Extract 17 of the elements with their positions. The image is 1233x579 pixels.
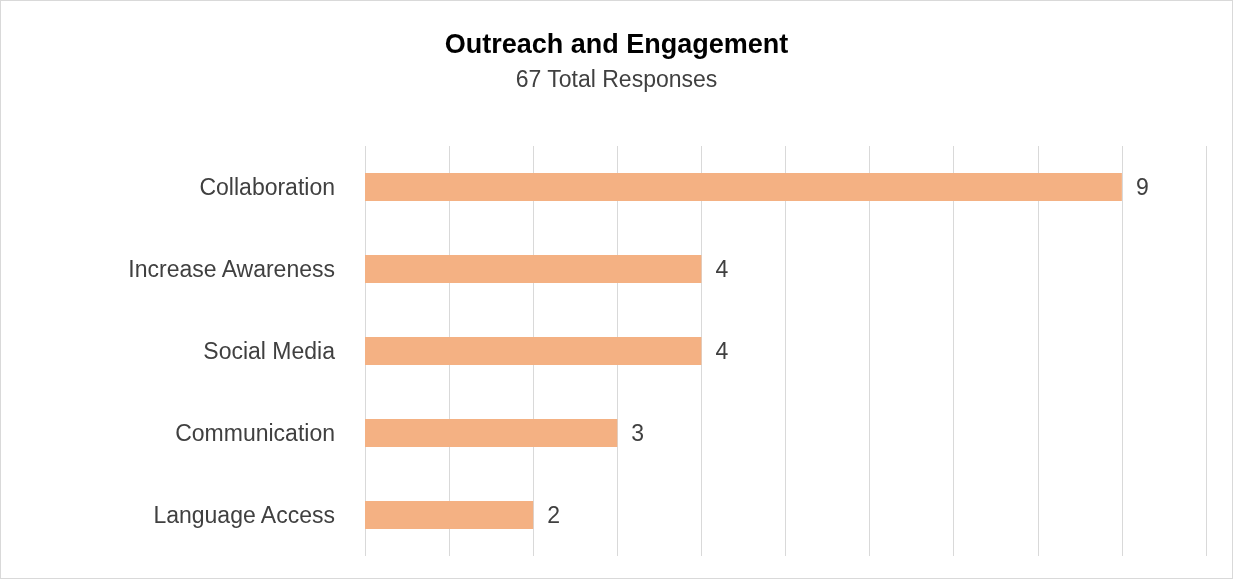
bar xyxy=(365,419,618,447)
data-label: 4 xyxy=(715,256,729,282)
y-tick-label: Social Media xyxy=(203,338,336,364)
y-tick-label: Collaboration xyxy=(199,174,335,200)
y-tick-label: Communication xyxy=(175,420,335,446)
bar xyxy=(365,337,702,365)
data-label: 4 xyxy=(715,338,729,364)
bar xyxy=(365,173,1122,201)
chart-title: Outreach and Engagement xyxy=(444,28,789,59)
bar xyxy=(365,255,702,283)
data-label: 9 xyxy=(1135,174,1149,200)
data-label: 2 xyxy=(547,502,560,528)
chart-subtitle: 67 Total Responses xyxy=(515,65,718,92)
y-tick-label: Increase Awareness xyxy=(128,256,335,282)
data-label: 3 xyxy=(631,420,645,446)
y-tick-label: Language Access xyxy=(153,502,335,528)
bar xyxy=(365,501,534,529)
